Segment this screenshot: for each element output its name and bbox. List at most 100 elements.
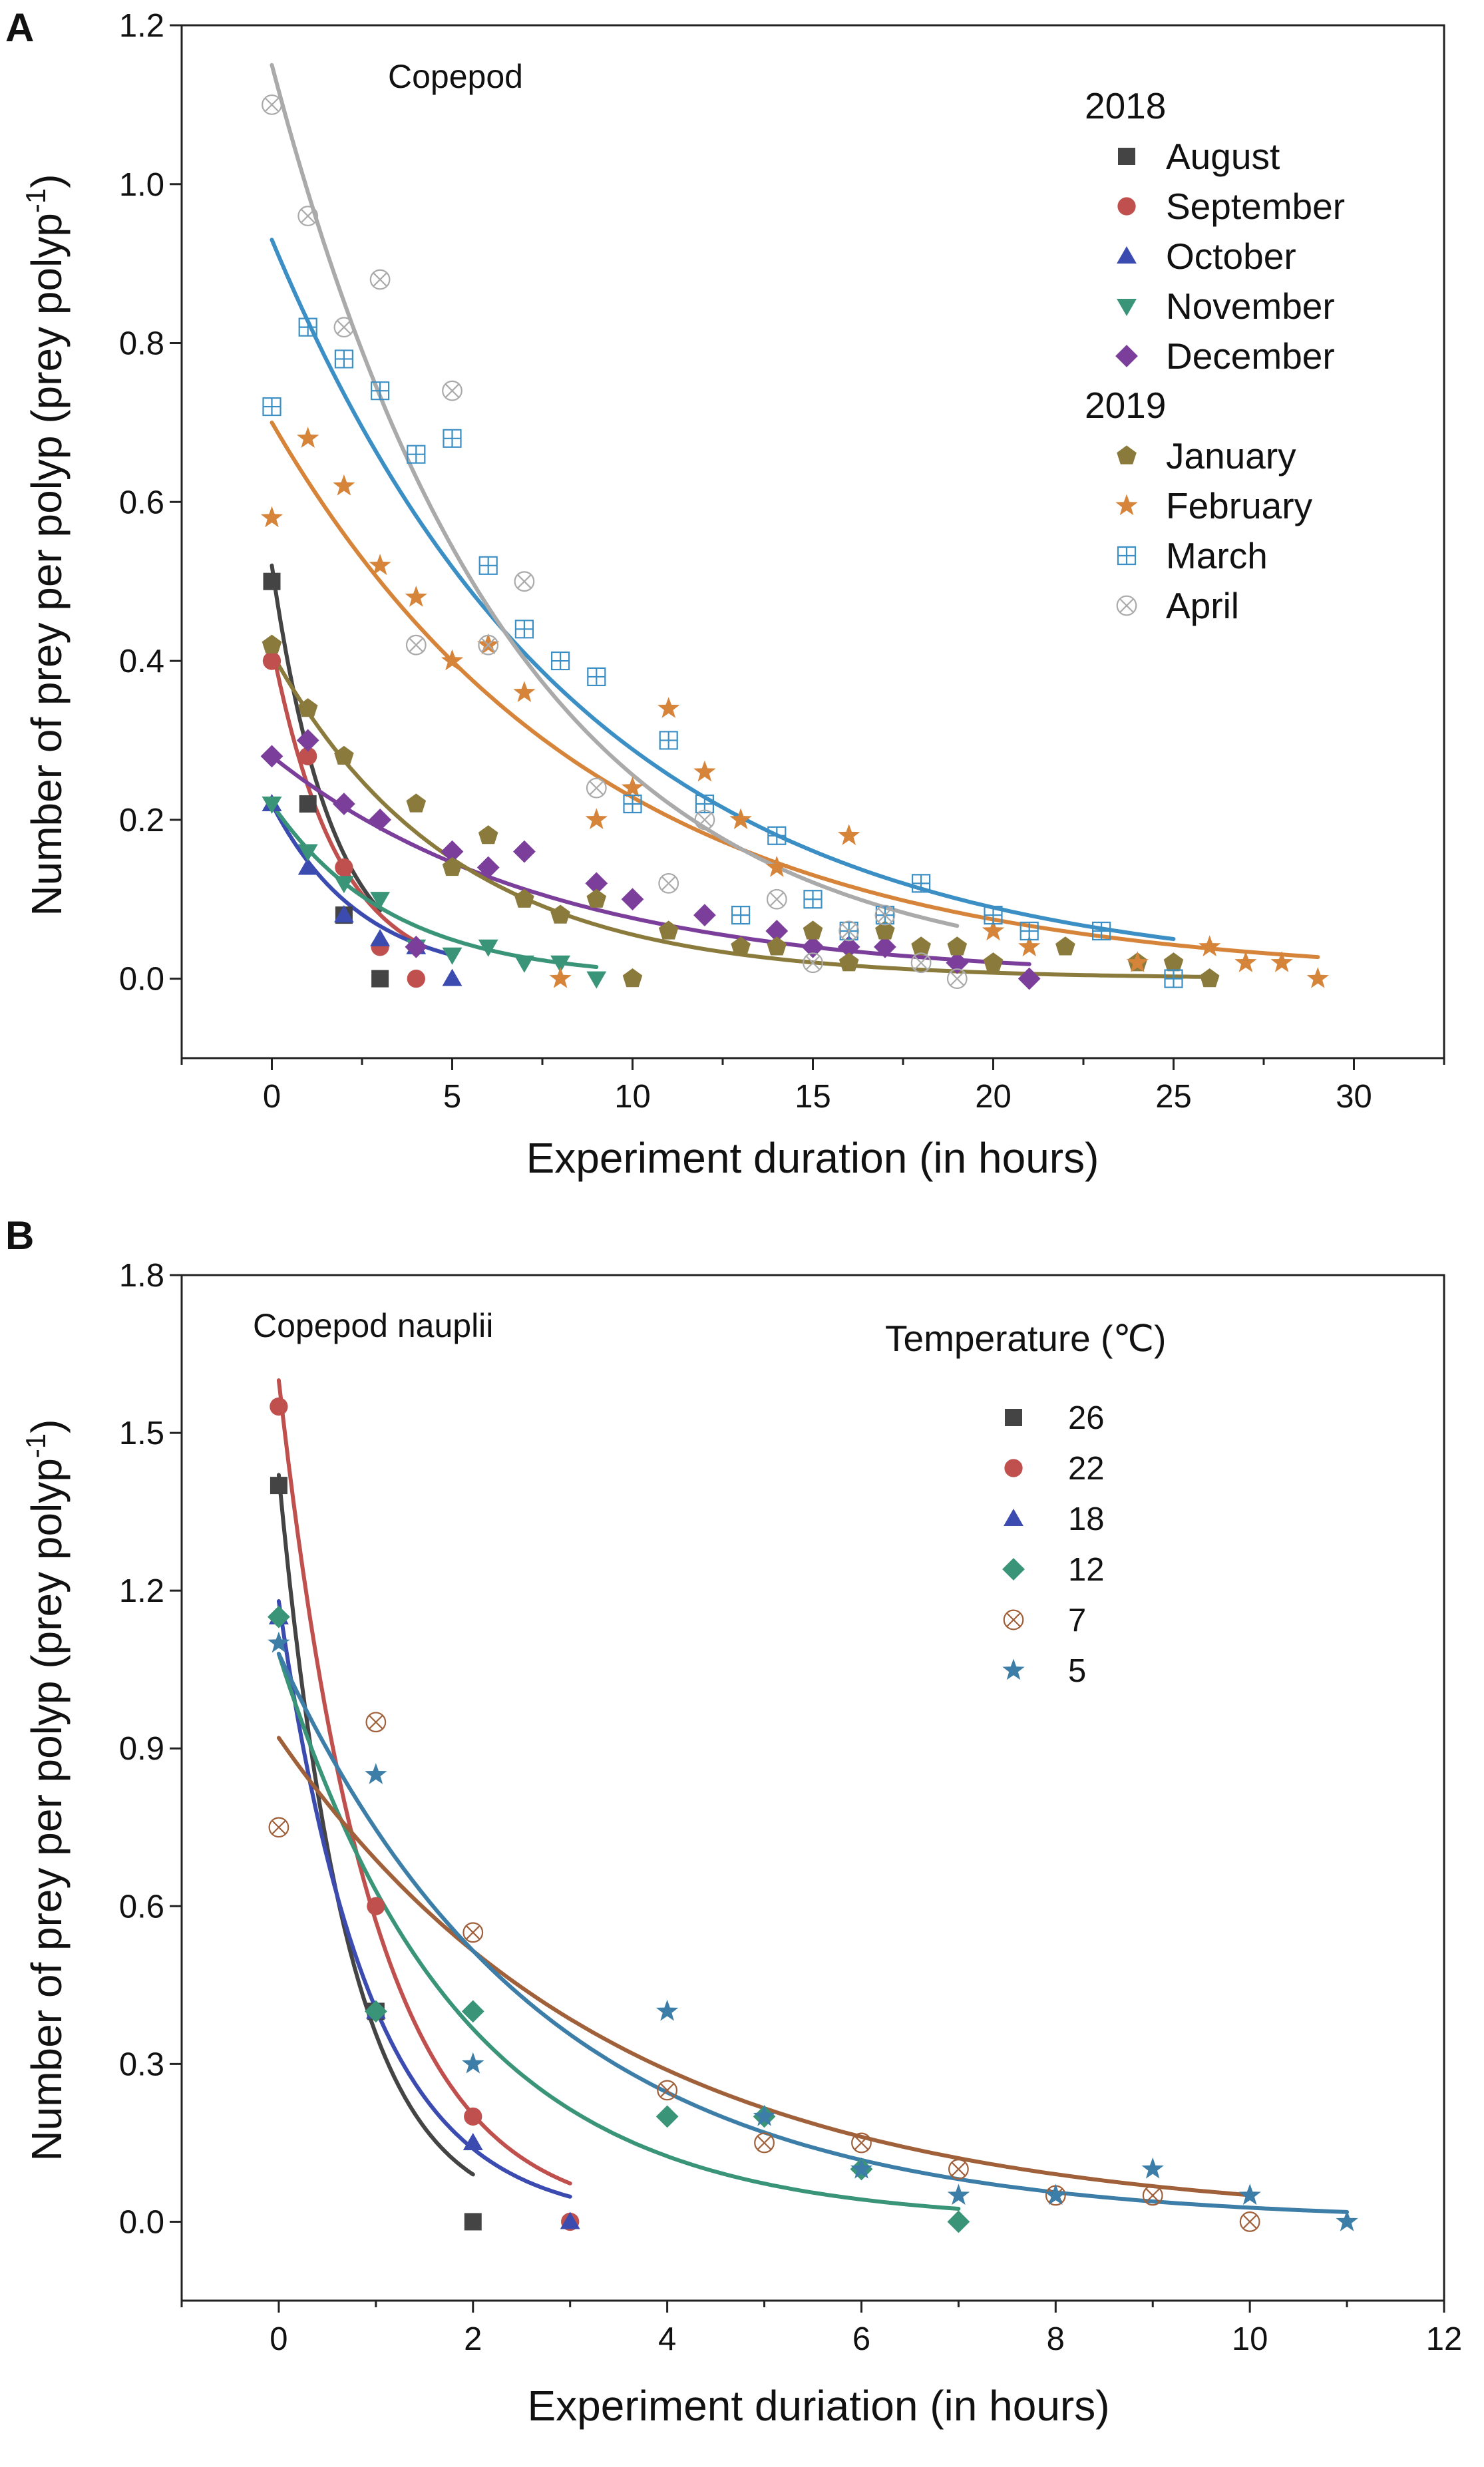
panel-b-point-22 (270, 1397, 288, 1416)
panel-a-y-axis-title: Number of prey per polyp (prey polyp-1) (20, 174, 71, 916)
panel-a-point-january (767, 936, 787, 956)
panel-a-legend-marker-august (1118, 148, 1135, 165)
panel-a-point-november (514, 955, 534, 973)
panel-b-point-12 (364, 2000, 387, 2023)
panel-b-point-7 (851, 2132, 872, 2154)
panel-b-point-5 (1044, 2183, 1067, 2205)
panel-a-legend-label-april: April (1166, 585, 1239, 626)
panel-a-legend-label-december: December (1166, 335, 1335, 377)
panel-a-point-march (514, 620, 534, 639)
panel-a-x-ticks: 0 5 10 15 20 25 30 (180, 1058, 1445, 1115)
panel-a-point-march (659, 731, 678, 750)
panel-b-y-axis-title: Number of prey per polyp (prey polyp-1) (20, 1419, 71, 2161)
panel-b-point-7 (754, 2132, 775, 2154)
panel-a-point-march (443, 429, 462, 448)
panel-a-point-december (1018, 967, 1041, 990)
panel-a-y-tick-label: 0.0 (119, 962, 164, 998)
panel-b-point-12 (268, 1605, 290, 1628)
panel-a-point-december (333, 793, 355, 815)
panel-a-x-tick-label: 15 (795, 1079, 831, 1115)
panel-a-point-march (587, 667, 606, 687)
panel-b-fit-curves (276, 1378, 1350, 2214)
panel-a-x-tick-label: 25 (1155, 1079, 1192, 1115)
panel-a-point-january (983, 952, 1004, 972)
panel-b-title: Copepod nauplii (253, 1307, 493, 1344)
panel-a-legend-item-october: October (1117, 236, 1296, 277)
panel-a-point-november (370, 892, 391, 910)
panel-b-legend-label-18: 18 (1068, 1501, 1105, 1537)
panel-a-point-april (514, 571, 535, 592)
panel-a-point-january (586, 888, 607, 908)
panel-a-point-march (767, 826, 787, 845)
panel-a-point-february (441, 649, 464, 671)
panel-a-point-april (658, 873, 679, 894)
panel-b-point-26 (270, 1477, 287, 1495)
panel-a-legend-item-september: September (1117, 186, 1345, 227)
panel-a-point-october (370, 928, 391, 946)
panel-b-legend-label-5: 5 (1068, 1653, 1086, 1689)
panel-a-point-april (262, 95, 282, 115)
panel-b-series-7 (268, 1712, 1260, 2232)
panel-a-point-december (513, 840, 536, 863)
panel-a-point-february (1199, 935, 1221, 957)
panel-a-legend-item-march: March (1117, 535, 1268, 576)
panel-b-point-7 (463, 1922, 484, 1943)
panel-a-point-february (549, 967, 572, 988)
panel-a-point-november (478, 939, 498, 957)
panel-a-legend-marker-april (1116, 595, 1137, 616)
panel-a-point-december (801, 935, 825, 958)
panel-b-point-5 (1141, 2157, 1164, 2179)
panel-a-fit-curve-november (270, 802, 599, 969)
panel-a-y-tick-label: 0.4 (119, 644, 164, 679)
panel-b-legend-marker-18 (1004, 1509, 1023, 1527)
panel-a-series-february (260, 427, 1329, 988)
panel-a-x-tick-label: 5 (443, 1079, 461, 1115)
panel-a-point-april (586, 777, 607, 799)
panel-a-series-september (262, 652, 425, 988)
panel-a-point-august (371, 970, 389, 988)
panel-a-point-november (442, 947, 463, 965)
panel-a-point-january (514, 888, 534, 908)
panel-a-point-september (335, 858, 353, 877)
panel-b-point-7 (1142, 2185, 1163, 2206)
panel-a-y-ticks: 0.0 0.2 0.4 0.6 0.8 1.0 1.2 (119, 8, 182, 998)
panel-a-y-tick-label: 1.2 (119, 8, 164, 44)
panel-a-point-november (333, 876, 354, 894)
panel-a-legend-label-august: August (1166, 136, 1280, 177)
panel-a-point-december (296, 729, 319, 752)
panel-a-point-february (838, 824, 860, 845)
panel-a-y-tick-label: 1.0 (119, 167, 164, 203)
panel-a-x-tick-label: 30 (1336, 1079, 1372, 1115)
panel-a-point-february (1306, 967, 1329, 988)
panel-a-point-january (334, 745, 354, 765)
panel-a-point-march (731, 906, 751, 925)
panel-b-legend-heading: Temperature (℃) (885, 1318, 1166, 1359)
panel-b-x-tick-label: 8 (1047, 2321, 1065, 2357)
panel-a-point-january (1055, 936, 1075, 956)
panel-a-point-april (838, 920, 860, 942)
panel-a-x-axis-title: Experiment duration (in hours) (526, 1134, 1099, 1182)
panel-a-point-february (477, 633, 500, 655)
panel-a-x-tick-label: 10 (614, 1079, 651, 1115)
panel-a-legend-marker-november (1117, 298, 1137, 316)
panel-b-point-5 (1336, 2209, 1358, 2231)
panel-a-point-december (621, 888, 644, 911)
panel-a-point-march (1020, 921, 1039, 941)
panel-b-point-5 (365, 1763, 387, 1784)
panel-a-point-october (442, 968, 463, 986)
panel-a-legend-label-november: November (1166, 285, 1335, 327)
panel-b-legend-item-5: 5 (1002, 1653, 1086, 1689)
panel-a-point-march (912, 874, 931, 893)
panel-a-point-april (405, 634, 427, 656)
panel-b-y-ticks: 0.0 0.3 0.6 0.9 1.2 1.5 1.8 (119, 1258, 182, 2240)
panel-a-point-january (550, 904, 570, 924)
panel-a-point-december (585, 872, 608, 895)
panel-a-legend-marker-february (1115, 494, 1138, 516)
panel-b-legend: Temperature (℃) 26 22 18 12 7 5 (885, 1318, 1166, 1689)
panel-b-point-7 (1239, 2211, 1260, 2232)
panel-a-legend-heading: 2018 (1085, 85, 1166, 126)
panel-a-point-february (621, 776, 644, 798)
panel-a-legend-item-november: November (1117, 285, 1335, 327)
panel-a-y-tick-label: 0.6 (119, 484, 164, 520)
